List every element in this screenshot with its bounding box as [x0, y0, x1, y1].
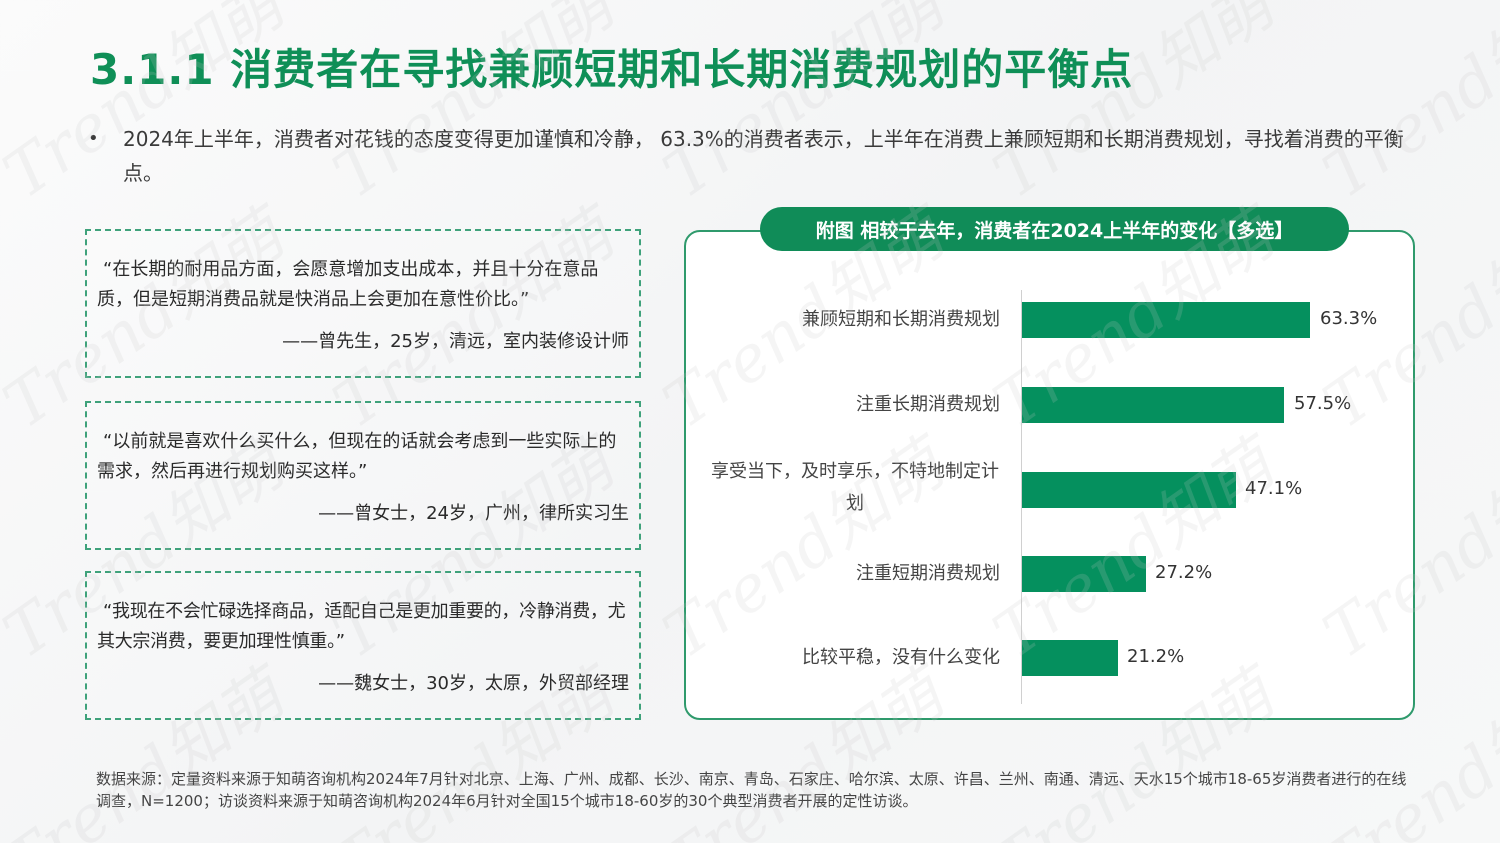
bar [1022, 302, 1310, 338]
bar-value: 63.3% [1320, 308, 1378, 329]
quote-text: “以前就是喜欢什么买什么，但现在的话就会考虑到一些实际上的需求，然后再进行规划购… [97, 431, 617, 482]
quote-text: “在长期的耐用品方面，会愿意增加支出成本，并且十分在意品质，但是短期消费品就是快… [97, 259, 599, 310]
quote-box: “以前就是喜欢什么买什么，但现在的话就会考虑到一些实际上的需求，然后再进行规划购… [85, 401, 641, 550]
chart-bar-row: 兼顾短期和长期消费规划 63.3% [700, 302, 1410, 338]
quote-attribution: ——曾女士，24岁，广州，律所实习生 [318, 503, 629, 524]
chart-axis [1021, 290, 1022, 704]
bar-label: 享受当下，及时享乐，不特地制定计划 [711, 461, 999, 514]
bar [1022, 387, 1284, 423]
quote-attribution: ——曾先生，25岁，清远，室内装修设计师 [282, 331, 629, 352]
chart-bar-row: 享受当下，及时享乐，不特地制定计划 47.1% [700, 461, 1410, 514]
chart-bar-row: 注重长期消费规划 57.5% [700, 387, 1410, 423]
page-title: 3.1.1 消费者在寻找兼顾短期和长期消费规划的平衡点 [90, 45, 1134, 94]
quote-box: “我现在不会忙碌选择商品，适配自己是更加重要的，冷静消费，尤其大宗消费，要更加理… [85, 571, 641, 720]
bar [1022, 472, 1236, 508]
chart-title: 附图 相较于去年，消费者在2024上半年的变化【多选】 [760, 207, 1349, 251]
chart-bar-row: 比较平稳，没有什么变化 21.2% [700, 640, 1410, 676]
bar-label: 比较平稳，没有什么变化 [802, 647, 1000, 668]
bar [1022, 556, 1146, 592]
chart-bar-row: 注重短期消费规划 27.2% [700, 556, 1410, 592]
summary-text: 2024年上半年，消费者对花钱的态度变得更加谨慎和冷静， 63.3%的消费者表示… [123, 127, 1404, 185]
bar-value: 21.2% [1127, 646, 1185, 667]
summary-bullet: • 2024年上半年，消费者对花钱的态度变得更加谨慎和冷静， 63.3%的消费者… [88, 122, 1418, 190]
bar-value: 57.5% [1294, 393, 1352, 414]
quote-attribution: ——魏女士，30岁，太原，外贸部经理 [318, 673, 629, 694]
bar-value: 47.1% [1245, 478, 1303, 499]
bar-value: 27.2% [1155, 562, 1213, 583]
bullet-icon: • [88, 128, 99, 149]
data-source-footnote: 数据来源：定量资料来源于知萌咨询机构2024年7月针对北京、上海、广州、成都、长… [96, 770, 1407, 810]
bar-label: 兼顾短期和长期消费规划 [802, 309, 1000, 330]
quote-box: “在长期的耐用品方面，会愿意增加支出成本，并且十分在意品质，但是短期消费品就是快… [85, 229, 641, 378]
quote-text: “我现在不会忙碌选择商品，适配自己是更加重要的，冷静消费，尤其大宗消费，要更加理… [97, 601, 626, 652]
bar-label: 注重长期消费规划 [856, 394, 1000, 415]
bar-label: 注重短期消费规划 [856, 563, 1000, 584]
bar [1022, 640, 1118, 676]
